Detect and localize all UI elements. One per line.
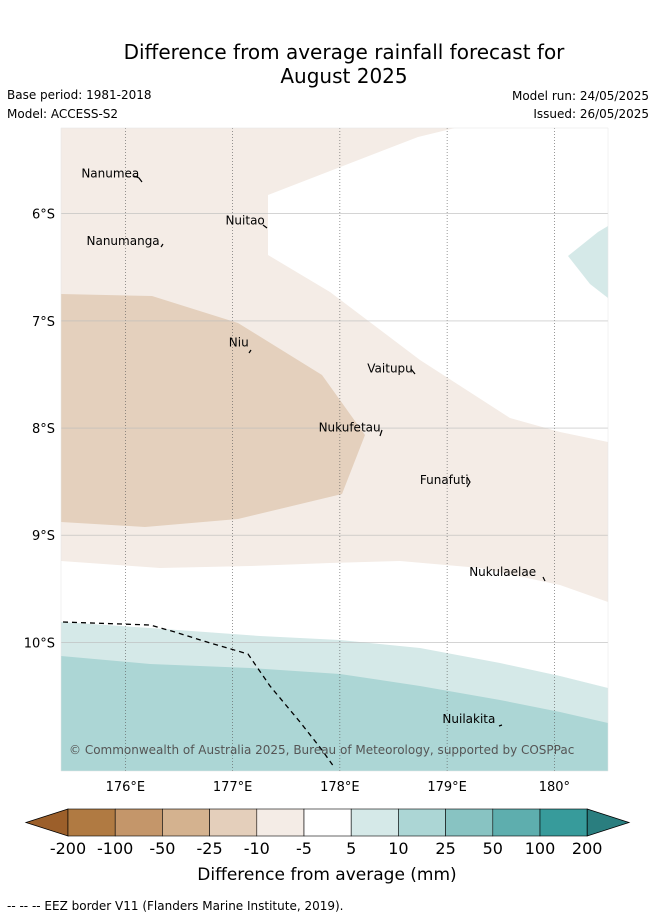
longitude-tick-label: 180° [539,780,570,795]
place-label: Nukulaelae [469,565,536,579]
contour-5-10-northeast [568,226,608,298]
colorbar-tick-label: -5 [296,839,312,858]
colorbar-tick-label: -50 [149,839,175,858]
colorbar-segment [162,808,210,837]
island-nuilakita [498,724,503,727]
colorbar-segment [539,808,588,837]
title-line-1: Difference from average rainfall forecas… [123,40,565,64]
colorbar-tick-label: 25 [435,839,455,858]
base-period-text: Base period: 1981-2018 [7,88,152,102]
colorbar-segment [492,808,541,837]
contour-10-25-south [61,656,608,771]
longitude-tick-labels: 176°E 177°E 178°E 179°E 180° [106,780,570,795]
colorbar-tick-label: -200 [50,839,86,858]
place-label: Funafuti [420,473,469,487]
longitude-tick-label: 177°E [213,780,253,795]
latitude-tick-label: 10°S [24,636,55,651]
colorbar-extend-high [586,808,631,837]
island-vaitupu [410,368,416,375]
contour-fills [61,128,608,771]
place-labels: Nanumea Nuitao Nanumanga Niu Vaitupu Nukufeta… [81,166,536,725]
copyright-credit: © Commonwealth of Australia 2025, Bureau… [69,743,574,757]
place-label: Vaitupu [367,361,413,375]
colorbar-segment [303,808,352,837]
place-label: Niu [229,336,249,350]
colorbar-segment [445,808,494,837]
colorbar-extend-low [24,808,69,837]
longitude-tick-label: 176°E [106,780,146,795]
place-label: Nuitao [225,213,264,227]
colorbar-segment [256,808,305,837]
latitude-tick-label: 8°S [32,422,55,437]
title-line-2: August 2025 [280,64,408,88]
issued-text: Issued: 26/05/2025 [533,107,649,121]
latitude-tick-labels: 6°S 7°S 8°S 9°S 10°S [24,208,55,652]
colorbar-tick-label: 10 [388,839,408,858]
island-niu [248,349,252,354]
colorbar-tick-label: -25 [197,839,223,858]
model-run-text: Model run: 24/05/2025 [511,89,649,103]
eez-footer-note: -- -- -- EEZ border V11 (Flanders Marine… [7,899,344,913]
longitude-tick-label: 179°E [427,780,467,795]
colorbar-segment [209,808,258,837]
contour-minus10-minus25 [61,294,365,527]
latitude-tick-label: 7°S [32,315,55,330]
island-funafuti [466,476,471,488]
colorbar-segment [350,808,399,837]
grid-lines [61,128,608,771]
colorbar-tick-label: -10 [244,839,270,858]
place-label: Nukufetau [319,420,381,434]
island-nanumea [133,175,143,183]
colorbar-tick-label: -100 [97,839,133,858]
longitude-tick-label: 178°E [320,780,360,795]
place-label: Nanumanga [87,234,160,248]
latitude-tick-label: 9°S [32,529,55,544]
colorbar-segment [398,808,446,837]
island-nanumanga [160,243,164,248]
island-shapes [133,175,546,727]
colorbar-tick-label: 5 [346,839,356,858]
island-nukufetau [379,429,383,437]
colorbar: -200 -100 -50 -25 -10 -5 5 10 25 50 100 200 [24,808,631,858]
chart-title: Difference from average rainfall forecas… [0,40,655,88]
colorbar-tick-label: 100 [525,839,556,858]
colorbar-tick-label: 50 [483,839,503,858]
model-text: Model: ACCESS-S2 [7,107,119,121]
place-label: Nanumea [81,166,139,180]
colorbar-segment [114,808,163,837]
colorbar-segment [67,808,116,837]
island-nuitao [262,224,268,229]
colorbar-title: Difference from average (mm) [197,865,456,885]
colorbar-tick-label: 200 [572,839,603,858]
map-frame [60,127,609,772]
eez-border-line [62,621,335,768]
latitude-tick-label: 6°S [32,208,55,223]
place-label: Nuilakita [442,712,495,726]
island-nukulaelae [542,576,546,582]
